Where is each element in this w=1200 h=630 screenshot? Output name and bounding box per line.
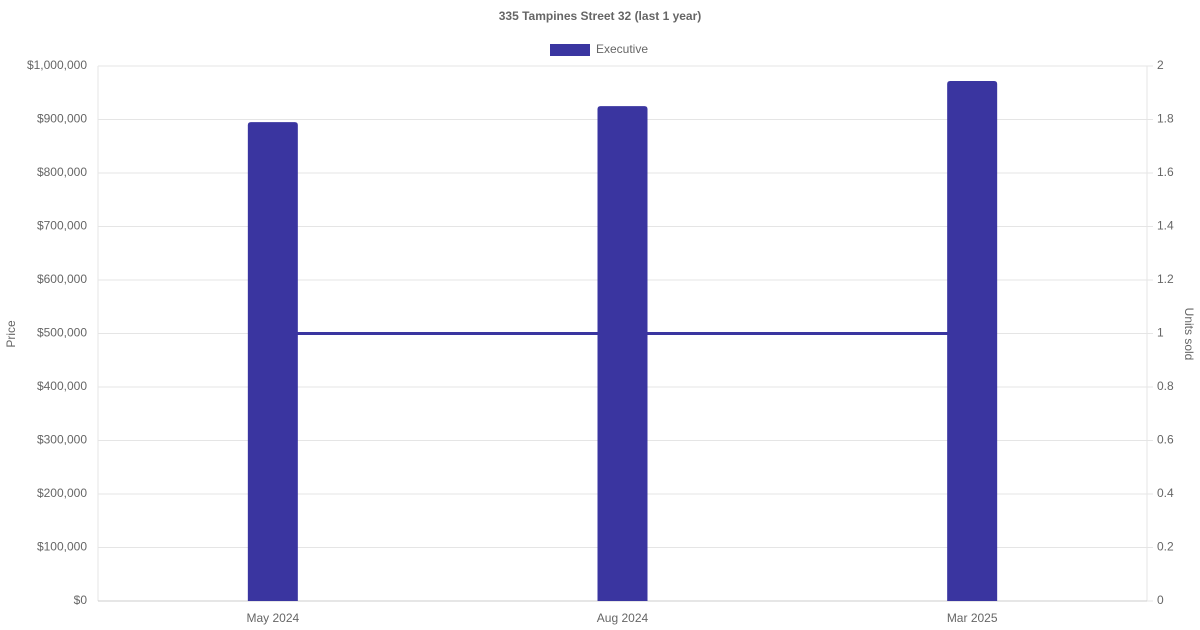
y-tick-label: $500,000 [37,326,87,340]
y2-tick-label: 1.4 [1157,219,1174,233]
chart-title: 335 Tampines Street 32 (last 1 year) [499,9,702,23]
y2-tick-label: 0.6 [1157,433,1174,447]
y-tick-label: $600,000 [37,272,87,286]
bar [597,106,648,601]
legend-label: Executive [596,42,648,56]
legend-swatch [550,44,590,56]
y-tick-label: $800,000 [37,165,87,179]
y2-tick-label: 0.8 [1157,379,1174,393]
x-tick-label: Mar 2025 [947,611,998,625]
y2-tick-label: 0 [1157,593,1164,607]
y-tick-label: $700,000 [37,219,87,233]
y-tick-label: $300,000 [37,433,87,447]
y-tick-label: $400,000 [37,379,87,393]
y2-axis-title: Units sold [1182,308,1196,361]
y2-tick-label: 0.2 [1157,540,1174,554]
y-tick-label: $0 [74,593,88,607]
bar [247,122,298,602]
bar [947,80,998,602]
x-tick-label: May 2024 [246,611,299,625]
y2-tick-label: 1.2 [1157,272,1174,286]
y-tick-label: $1,000,000 [27,58,87,72]
y2-tick-label: 1.6 [1157,165,1174,179]
y-axis-title: Price [4,320,18,348]
x-tick-label: Aug 2024 [597,611,649,625]
y-tick-label: $900,000 [37,112,87,126]
y-tick-label: $200,000 [37,486,87,500]
y2-tick-label: 1.8 [1157,112,1174,126]
y2-tick-label: 2 [1157,58,1164,72]
y2-tick-label: 0.4 [1157,486,1174,500]
y-tick-label: $100,000 [37,540,87,554]
y2-tick-label: 1 [1157,326,1164,340]
